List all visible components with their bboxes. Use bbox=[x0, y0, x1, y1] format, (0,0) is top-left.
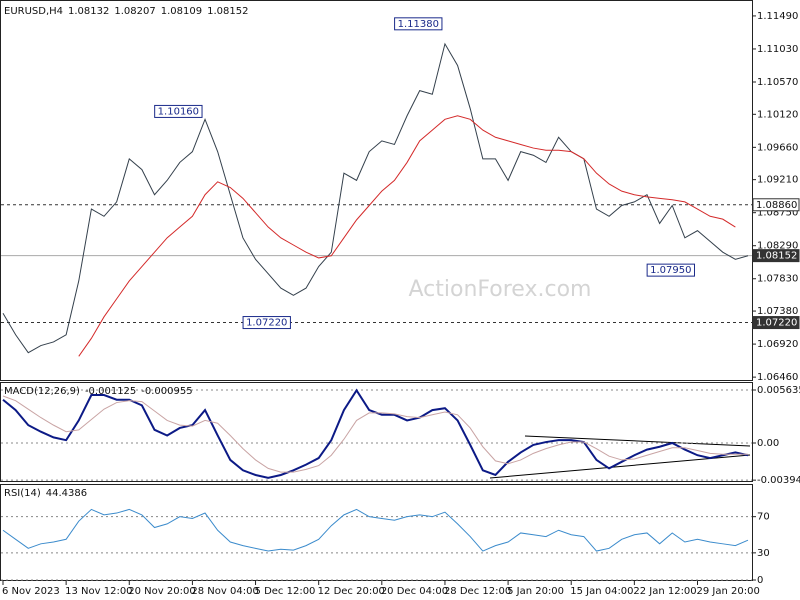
price-level-label: 1.08152 bbox=[756, 251, 797, 262]
price-level-box bbox=[752, 316, 800, 330]
trendline bbox=[524, 435, 751, 447]
symbol: EURUSD,H4 bbox=[4, 6, 63, 17]
price-level-label: 1.07220 bbox=[756, 318, 797, 329]
x-tick-label: 22 Jan 12:00 bbox=[633, 586, 696, 597]
ohlc-high: 1.08207 bbox=[114, 6, 155, 17]
y-tick-label: 1.08290 bbox=[757, 241, 798, 252]
y-tick-label: 1.08750 bbox=[757, 208, 798, 219]
price-level-label: 1.08860 bbox=[756, 200, 797, 211]
x-tick-label: 28 Nov 04:00 bbox=[191, 586, 258, 597]
indicator-value: 44.4386 bbox=[46, 488, 87, 499]
annotation-box bbox=[242, 316, 291, 330]
y-tick-label: 1.11030 bbox=[757, 44, 798, 55]
x-tick-label: 20 Nov 20:00 bbox=[128, 586, 195, 597]
annotation-label: 1.07220 bbox=[246, 318, 287, 329]
series-line bbox=[2, 42, 749, 354]
panel-header: EURUSD,H4 1.08132 1.08207 1.08109 1.08152 bbox=[4, 6, 248, 17]
price-frame bbox=[0, 0, 753, 381]
series-line bbox=[2, 508, 749, 552]
indicator-title: RSI(14) bbox=[4, 488, 41, 499]
panel-header: RSI(14) 44.4386 bbox=[4, 488, 87, 499]
price-level-box bbox=[752, 198, 800, 212]
indicator-value: -0.000955 bbox=[141, 386, 192, 397]
series-line bbox=[2, 395, 748, 473]
annotation-box bbox=[394, 17, 443, 31]
ohlc-low: 1.08109 bbox=[161, 6, 202, 17]
x-tick-label: 12 Dec 20:00 bbox=[318, 586, 385, 597]
watermark: ActionForex.com bbox=[409, 277, 592, 302]
annotation-box bbox=[646, 263, 695, 277]
indicator-title: MACD(12,26,9) bbox=[4, 386, 80, 397]
rsi-frame bbox=[0, 484, 753, 581]
x-tick-label: 29 Jan 20:00 bbox=[696, 586, 759, 597]
x-tick-label: 5 Dec 12:00 bbox=[255, 586, 316, 597]
x-tick-label: 13 Nov 12:00 bbox=[65, 586, 132, 597]
y-tick-label: 1.09210 bbox=[757, 175, 798, 186]
x-tick-label: 6 Nov 2023 bbox=[2, 586, 60, 597]
ohlc-close: 1.08152 bbox=[207, 6, 248, 17]
x-tick-label: 20 Dec 04:00 bbox=[381, 586, 448, 597]
x-tick-label: 28 Dec 12:00 bbox=[444, 586, 511, 597]
annotation-label: 1.07950 bbox=[650, 265, 691, 276]
y-tick-label: 1.07830 bbox=[757, 274, 798, 285]
y-tick-label: 1.06460 bbox=[757, 372, 798, 383]
ohlc-open: 1.08132 bbox=[68, 6, 109, 17]
y-tick-label: 1.06920 bbox=[757, 339, 798, 350]
y-tick-label: 1.10120 bbox=[757, 109, 798, 120]
annotation-label: 1.11380 bbox=[398, 19, 439, 30]
y-tick-label: 1.07380 bbox=[757, 306, 798, 317]
series-line bbox=[78, 115, 736, 357]
y-tick-label: 0.00 bbox=[757, 438, 779, 449]
x-tick-label: 5 Jan 20:00 bbox=[507, 586, 564, 597]
indicator-value: -0.001125 bbox=[85, 386, 136, 397]
annotation-label: 1.10160 bbox=[158, 106, 199, 117]
price-level-box bbox=[752, 249, 800, 263]
x-tick-label: 15 Jan 04:00 bbox=[570, 586, 633, 597]
macd-frame bbox=[0, 382, 753, 482]
y-tick-label: 0.005635 bbox=[757, 385, 800, 396]
y-tick-label: 1.11490 bbox=[757, 11, 798, 22]
y-tick-label: -0.003949 bbox=[757, 475, 800, 486]
y-tick-label: 30 bbox=[757, 548, 770, 559]
y-tick-label: 1.10570 bbox=[757, 77, 798, 88]
y-tick-label: 70 bbox=[757, 512, 770, 523]
annotation-box bbox=[154, 104, 203, 118]
y-tick-label: 1.09660 bbox=[757, 142, 798, 153]
panel-header: MACD(12,26,9) -0.001125 -0.000955 bbox=[4, 386, 193, 397]
y-tick-label: 0 bbox=[757, 575, 763, 586]
trendline bbox=[489, 454, 751, 479]
